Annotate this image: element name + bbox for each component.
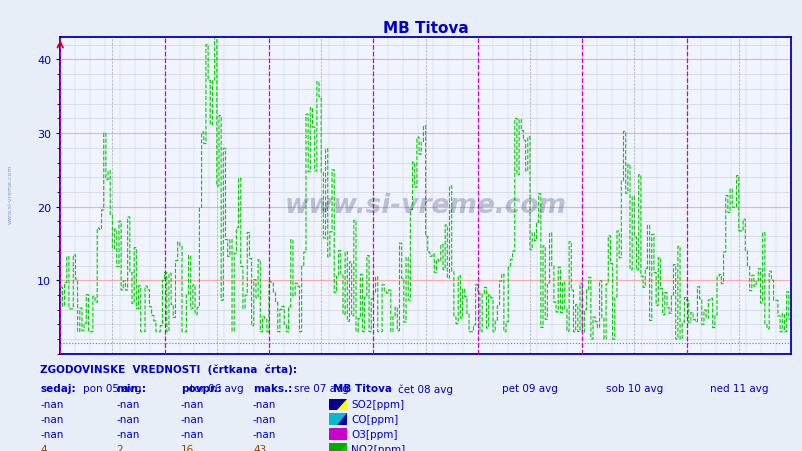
Text: sedaj:: sedaj: (40, 383, 75, 393)
Text: sre 07 avg: sre 07 avg (294, 383, 348, 393)
Text: -nan: -nan (180, 414, 204, 424)
Polygon shape (337, 443, 346, 451)
Text: min.:: min.: (116, 383, 146, 393)
Title: MB Titova: MB Titova (383, 21, 468, 36)
Text: 16: 16 (180, 444, 194, 451)
Text: povpr.:: povpr.: (180, 383, 221, 393)
Text: tor 06 avg: tor 06 avg (190, 383, 243, 393)
Text: 2: 2 (116, 444, 123, 451)
Text: čet 08 avg: čet 08 avg (398, 383, 452, 394)
Text: www.si-vreme.com: www.si-vreme.com (8, 164, 13, 224)
Text: pet 09 avg: pet 09 avg (501, 383, 557, 393)
Text: -nan: -nan (253, 414, 276, 424)
Text: -nan: -nan (116, 399, 140, 409)
Text: -nan: -nan (116, 414, 140, 424)
Text: SO2[ppm]: SO2[ppm] (350, 399, 403, 409)
Text: -nan: -nan (40, 399, 63, 409)
Text: www.si-vreme.com: www.si-vreme.com (284, 193, 566, 219)
Text: -nan: -nan (40, 414, 63, 424)
Text: -nan: -nan (116, 429, 140, 439)
Text: 4: 4 (40, 444, 47, 451)
Polygon shape (337, 414, 346, 425)
Text: ZGODOVINSKE  VREDNOSTI  (črtkana  črta):: ZGODOVINSKE VREDNOSTI (črtkana črta): (40, 364, 297, 374)
Text: -nan: -nan (180, 399, 204, 409)
Text: MB Titova: MB Titova (333, 383, 391, 393)
Text: -nan: -nan (40, 429, 63, 439)
Polygon shape (337, 428, 346, 440)
Text: 43: 43 (253, 444, 266, 451)
Text: pon 05 avg: pon 05 avg (83, 383, 141, 393)
Text: -nan: -nan (180, 429, 204, 439)
Text: maks.:: maks.: (253, 383, 292, 393)
Text: O3[ppm]: O3[ppm] (350, 429, 397, 439)
Text: -nan: -nan (253, 399, 276, 409)
Text: ned 11 avg: ned 11 avg (709, 383, 767, 393)
Text: NO2[ppm]: NO2[ppm] (350, 444, 405, 451)
Polygon shape (337, 399, 346, 410)
Text: sob 10 avg: sob 10 avg (605, 383, 662, 393)
Text: CO[ppm]: CO[ppm] (350, 414, 398, 424)
Text: -nan: -nan (253, 429, 276, 439)
